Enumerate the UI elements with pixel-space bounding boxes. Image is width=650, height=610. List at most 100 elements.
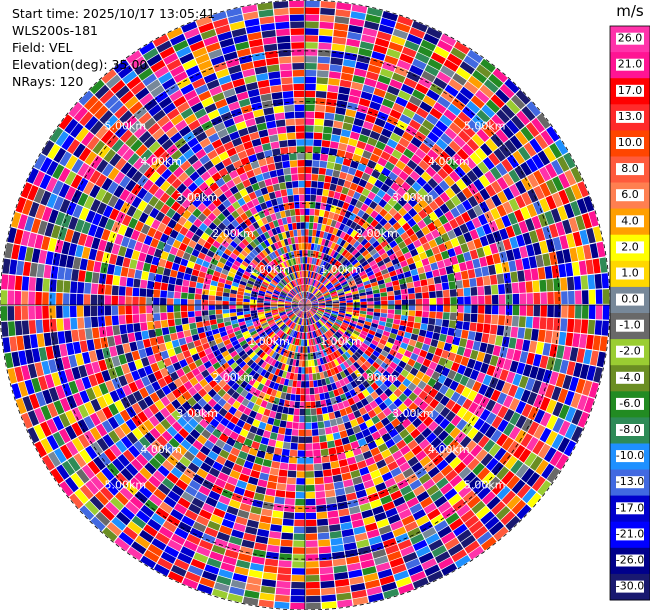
velocity-gate: [235, 346, 244, 354]
velocity-gate: [265, 314, 272, 318]
velocity-gate: [502, 201, 514, 214]
velocity-gate: [300, 395, 305, 402]
velocity-gate: [283, 288, 289, 293]
velocity-gate: [230, 240, 238, 249]
velocity-gate: [254, 280, 262, 286]
velocity-gate: [568, 290, 575, 304]
velocity-gate: [576, 198, 588, 214]
velocity-gate: [405, 558, 421, 570]
velocity-gate: [458, 130, 471, 143]
velocity-gate: [397, 217, 407, 227]
velocity-gate: [68, 102, 83, 118]
velocity-gate: [294, 512, 305, 520]
velocity-gate: [150, 238, 160, 248]
velocity-gate: [221, 252, 230, 260]
velocity-gate: [79, 449, 92, 464]
velocity-gate: [410, 268, 419, 276]
velocity-gate: [152, 34, 169, 47]
velocity-gate: [283, 511, 295, 519]
velocity-gate: [360, 238, 369, 246]
velocity-gate: [199, 154, 211, 165]
velocity-gate: [384, 455, 395, 465]
velocity-gate: [494, 447, 507, 461]
velocity-gate: [463, 231, 473, 243]
velocity-gate: [295, 485, 305, 492]
velocity-gate: [499, 83, 515, 99]
velocity-gate: [535, 341, 544, 355]
velocity-gate: [397, 347, 406, 355]
velocity-gate: [279, 247, 285, 255]
velocity-gate: [476, 129, 490, 142]
velocity-gate: [294, 287, 299, 293]
velocity-gate: [198, 90, 212, 102]
velocity-gate: [223, 189, 233, 199]
velocity-gate: [243, 305, 250, 309]
velocity-gate: [430, 52, 446, 65]
velocity-gate: [368, 274, 376, 280]
velocity-gate: [61, 356, 71, 370]
velocity-gate: [335, 9, 351, 18]
velocity-gate: [358, 98, 371, 107]
velocity-gate: [222, 199, 232, 208]
velocity-gate: [518, 220, 529, 234]
velocity-gate: [236, 294, 244, 299]
velocity-gate: [477, 214, 488, 226]
velocity-gate: [560, 318, 568, 332]
velocity-gate: [200, 337, 208, 345]
velocity-gate: [476, 226, 486, 238]
velocity-gate: [305, 298, 307, 305]
velocity-gate: [449, 427, 461, 439]
velocity-gate: [220, 417, 230, 427]
velocity-gate: [273, 291, 280, 296]
velocity-gate: [415, 370, 425, 380]
velocity-gate: [465, 260, 474, 270]
velocity-gate: [132, 208, 143, 220]
velocity-gate: [313, 449, 321, 457]
velocity-gate: [578, 260, 587, 275]
velocity-gate: [160, 290, 168, 298]
velocity-gate: [322, 217, 328, 225]
velocity-gate: [244, 383, 253, 392]
velocity-gate: [264, 300, 271, 304]
velocity-gate: [312, 229, 317, 237]
velocity-gate: [481, 266, 490, 277]
velocity-gate: [472, 525, 488, 540]
velocity-gate: [305, 395, 310, 402]
velocity-gate: [119, 175, 131, 188]
velocity-gate: [380, 495, 393, 505]
velocity-gate: [215, 439, 226, 449]
velocity-gate: [188, 362, 197, 371]
velocity-gate: [305, 7, 320, 15]
velocity-gate: [242, 422, 252, 432]
velocity-gate: [392, 379, 402, 388]
velocity-gate: [400, 83, 415, 95]
velocity-gate: [522, 339, 531, 352]
velocity-gate: [89, 427, 102, 441]
velocity-gate: [326, 91, 338, 100]
velocity-gate: [415, 148, 427, 160]
velocity-gate: [346, 263, 353, 270]
velocity-gate: [236, 233, 245, 242]
velocity-gate: [131, 170, 143, 183]
velocity-gate: [421, 374, 431, 384]
velocity-gate: [244, 313, 251, 318]
velocity-gate: [313, 323, 318, 330]
velocity-gate: [305, 512, 317, 520]
velocity-gate: [376, 328, 384, 335]
velocity-gate: [492, 345, 501, 357]
velocity-gate: [486, 233, 496, 245]
velocity-gate: [318, 283, 324, 290]
velocity-gate: [307, 292, 311, 299]
velocity-gate: [272, 510, 284, 519]
velocity-gate: [374, 305, 381, 309]
velocity-gate: [432, 173, 444, 184]
velocity-gate: [9, 259, 18, 275]
velocity-gate: [216, 286, 224, 292]
velocity-gate: [357, 460, 367, 469]
velocity-gate: [317, 259, 322, 267]
velocity-gate: [280, 455, 290, 463]
velocity-gate: [79, 207, 90, 221]
velocity-gate: [342, 225, 350, 233]
velocity-gate: [195, 316, 203, 323]
velocity-gate: [274, 360, 280, 368]
